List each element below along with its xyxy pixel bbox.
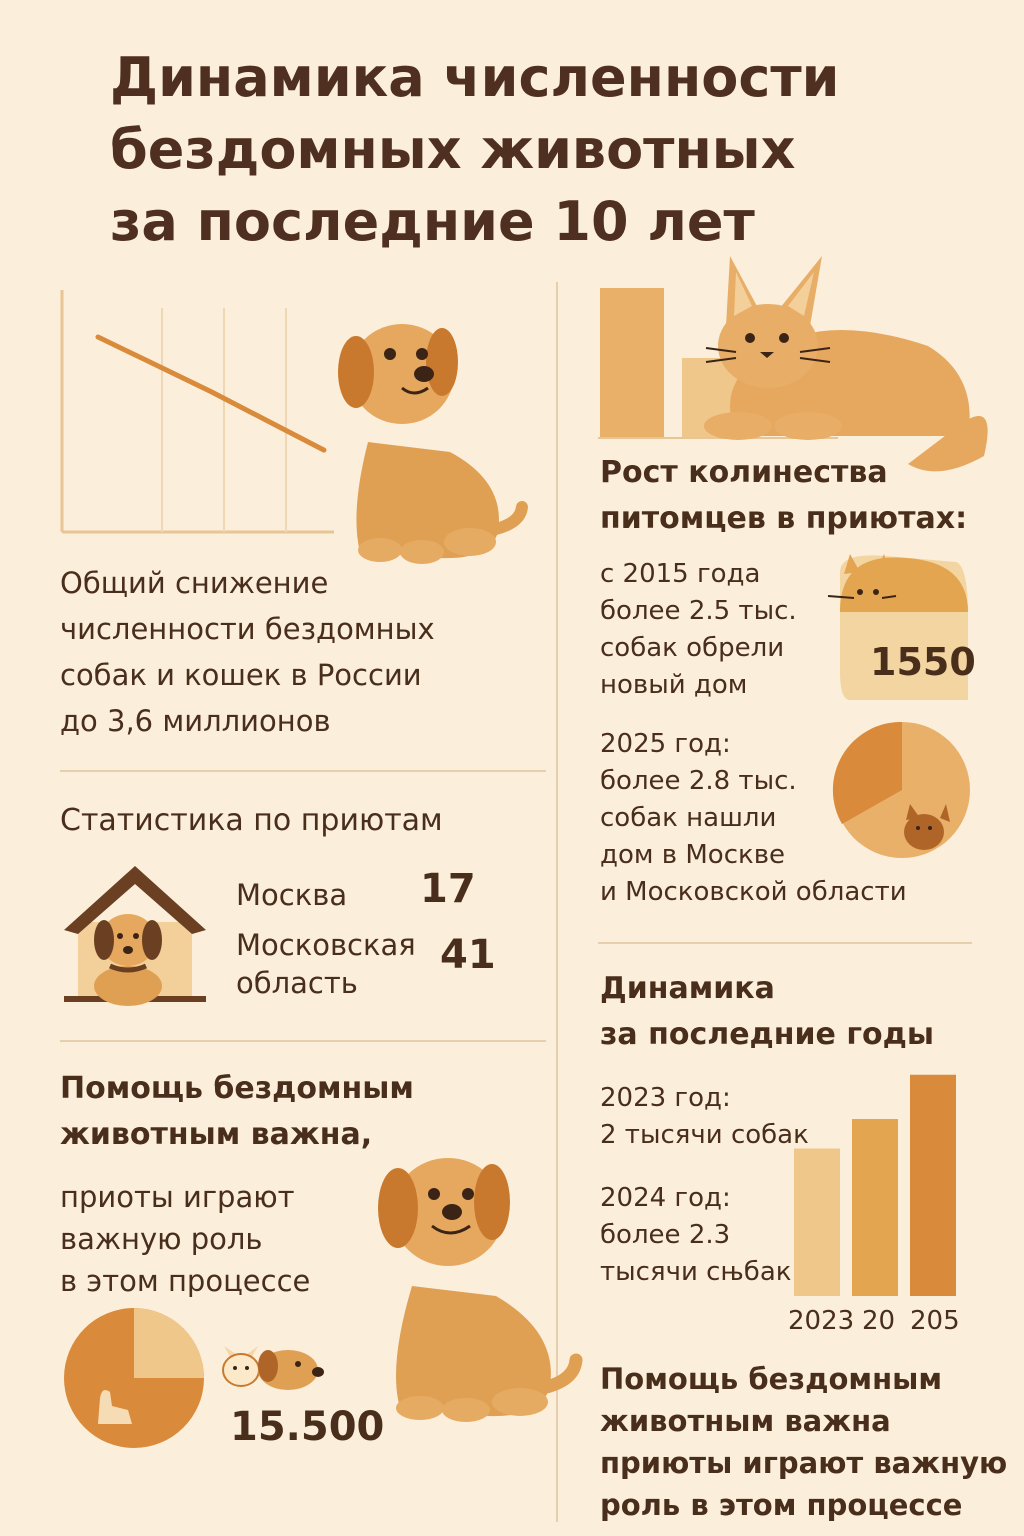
decline-line-2: численности бездомных bbox=[60, 612, 435, 646]
column-divider bbox=[556, 282, 558, 1522]
decline-line-chart bbox=[60, 290, 334, 534]
dog-house-icon bbox=[64, 866, 206, 1006]
title-line-3: за последние 10 лет bbox=[110, 190, 755, 253]
section-divider bbox=[60, 1040, 546, 1042]
title-line-1: Динамика численности bbox=[110, 46, 840, 109]
bar-20 bbox=[852, 1119, 898, 1296]
page-title: Динамика численности бездомных животных … bbox=[110, 42, 990, 258]
decline-line-4: до 3,6 миллионов bbox=[60, 704, 331, 738]
section-divider bbox=[60, 770, 546, 772]
decline-text: Общий снижение численности бездомных соб… bbox=[60, 560, 435, 744]
growth-block-1-value: 1550 bbox=[870, 640, 976, 684]
shelter-row-moscow-value: 17 bbox=[420, 866, 476, 912]
dynamics-2024: 2024 год: более 2.3 тысячи сњбак bbox=[600, 1183, 792, 1287]
title-line-2: бездомных животных bbox=[110, 118, 796, 181]
growth-heading: Рост колинества питомцев в приютах: bbox=[600, 455, 968, 536]
sitting-dog-illustration bbox=[338, 324, 528, 564]
help-left-text: приоты играют важную роль в этом процесс… bbox=[60, 1180, 311, 1298]
shelter-row-moscow-label: Москва bbox=[236, 878, 348, 912]
bar-205 bbox=[910, 1074, 956, 1296]
growth-bar bbox=[600, 288, 664, 438]
growth-block-2: 2025 год: более 2.8 тыс. собак нашли дом… bbox=[600, 729, 907, 907]
shelters-heading: Статистика по приютам bbox=[60, 803, 443, 838]
bar-axis-label: 20 bbox=[862, 1306, 896, 1336]
section-divider bbox=[598, 942, 972, 944]
dynamics-2023: 2023 год: 2 тысячи собак bbox=[600, 1083, 809, 1150]
shelter-row-region-value: 41 bbox=[440, 932, 496, 978]
dynamics-bar-chart bbox=[794, 1074, 956, 1296]
help-left-number: 15.500 bbox=[230, 1404, 385, 1450]
cat-dog-icon bbox=[222, 1346, 324, 1390]
pie-slice-dark bbox=[832, 721, 902, 824]
help-pie-chart bbox=[64, 1308, 204, 1448]
growth-block-1: с 2015 года более 2.5 тыс. собак обрели … bbox=[600, 559, 797, 700]
decline-line-3: собак и кошек в России bbox=[60, 658, 422, 692]
shelter-row-region-label: Московская область bbox=[236, 928, 416, 1000]
growth-pie-chart bbox=[832, 721, 970, 858]
bar-axis-label: 205 bbox=[910, 1306, 960, 1336]
pie-slice-quarter bbox=[134, 1308, 204, 1378]
cat-stat-card bbox=[827, 554, 968, 700]
sitting-dog-illustration-large bbox=[378, 1158, 583, 1422]
growth-bars-illustration bbox=[598, 256, 988, 472]
bar-axis-label: 2023 bbox=[788, 1306, 855, 1336]
help-left-heading: Помощь бездомным животным важна, bbox=[60, 1071, 414, 1152]
series-line bbox=[95, 334, 327, 453]
help-right-text: Помощь бездомным животным важна приюты и… bbox=[600, 1362, 1008, 1522]
dynamics-heading: Динамика за последние годы bbox=[600, 971, 934, 1052]
bar-2023 bbox=[794, 1148, 840, 1296]
decline-line-1: Общий снижение bbox=[60, 566, 329, 600]
